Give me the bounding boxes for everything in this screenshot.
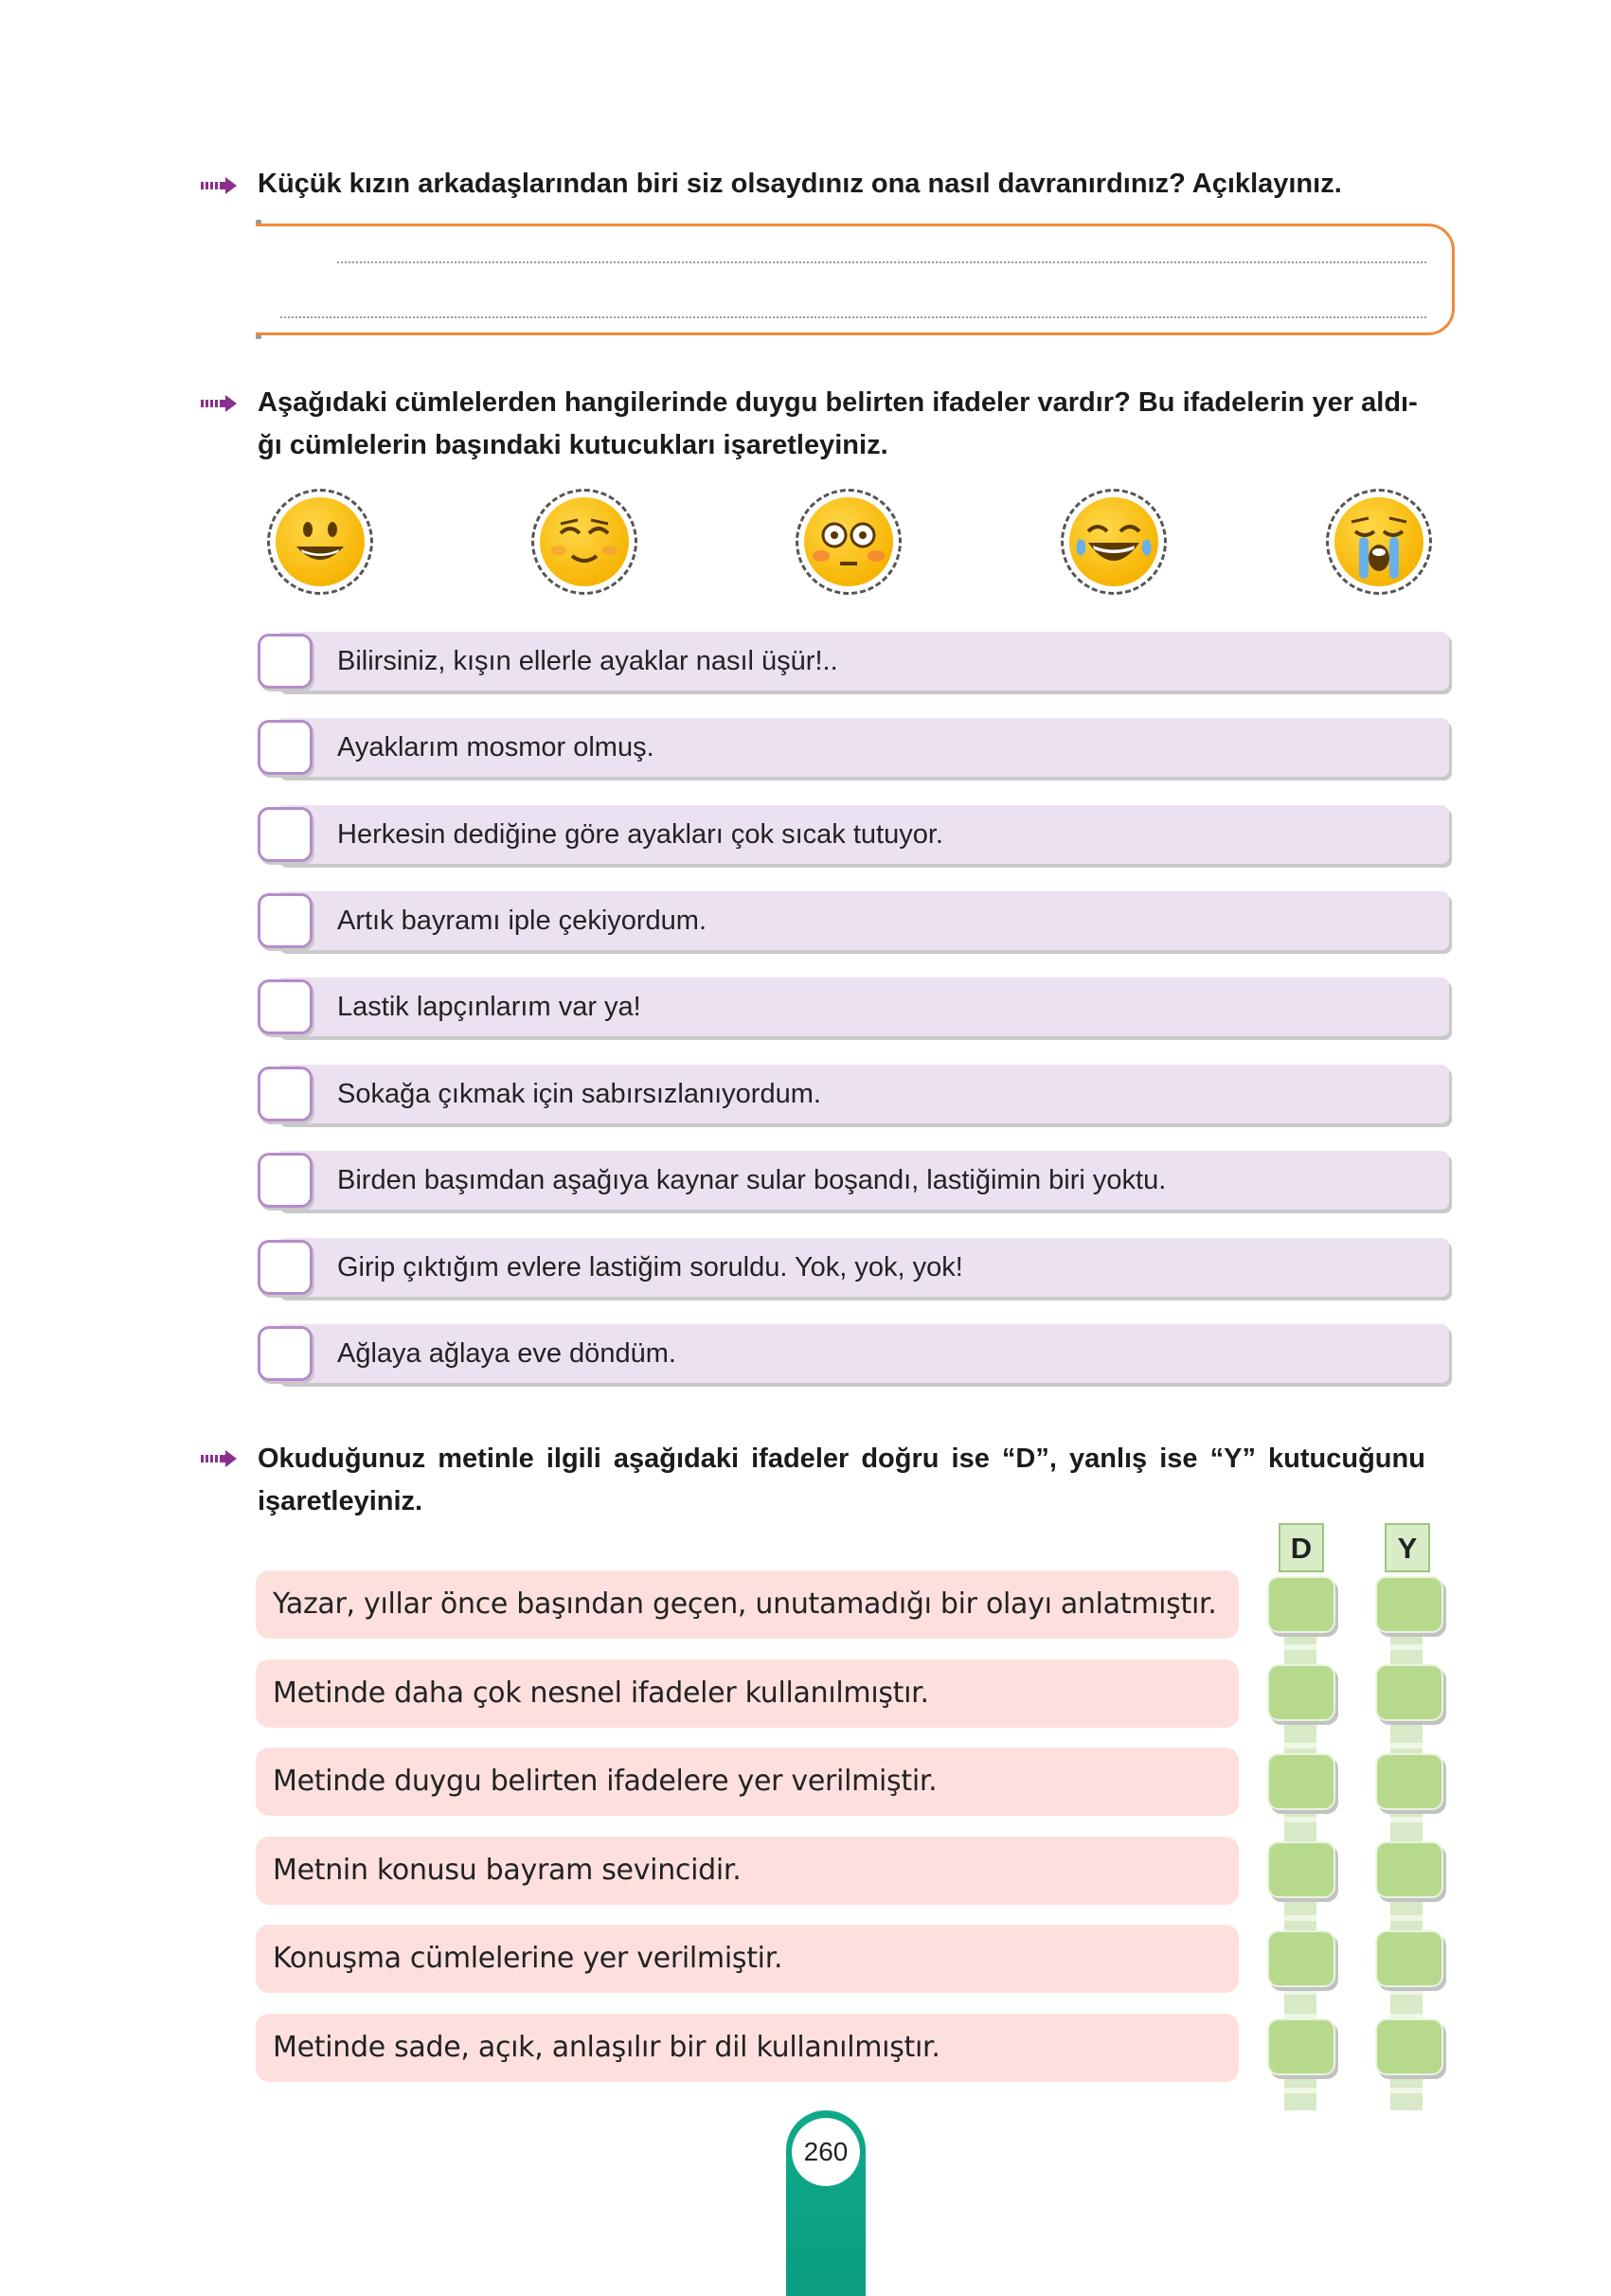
sentence-text: Girip çıktığım evlere lastiğim soruldu. … [337,1252,963,1283]
sentence-row: Lastik lapçınlarım var ya! [258,978,1449,1036]
statement-text: Metinde sade, açık, anlaşılır bir dil ku… [273,2031,940,2064]
sentence-checkbox[interactable] [258,807,313,862]
statement-text: Metinde duygu belirten ifadelere yer ver… [273,1765,938,1798]
statement-row: Yazar, yıllar önce başından geçen, unuta… [256,1570,1239,1639]
sentence-bar [277,1151,1449,1210]
sentence-text: Bilirsiniz, kışın ellerle ayaklar nasıl … [337,646,838,676]
sentence-text: Herkesin dediğine göre ayakları çok sıca… [337,819,943,850]
page-number: 260 [803,2137,849,2166]
sentence-row: Herkesin dediğine göre ayakları çok sıca… [258,805,1449,864]
statement-row: Metinde daha çok nesnel ifadeler kullanı… [256,1659,1239,1728]
sentence-row: Ağlaya ağlaya eve döndüm. [258,1324,1449,1383]
statement-text: Metinde daha çok nesnel ifadeler kullanı… [273,1677,929,1710]
d-column-header: D [1279,1523,1324,1572]
sentence-checkbox[interactable] [258,634,313,689]
question-3-line-2: işaretleyiniz. [258,1486,423,1516]
y-checkbox[interactable] [1375,1576,1443,1633]
statement-row: Metnin konusu bayram sevincidir. [256,1837,1239,1905]
question-2-line-2: ğı cümlelerin başındaki kutucukları işar… [258,430,888,460]
statement-row: Konuşma cümlelerine yer verilmiştir. [256,1925,1239,1993]
statement-row: Metinde duygu belirten ifadelere yer ver… [256,1748,1239,1816]
d-checkbox[interactable] [1267,1576,1335,1633]
statement-text: Metnin konusu bayram sevincidir. [273,1854,742,1887]
question-1-text: Küçük kızın arkadaşlarından biri siz ols… [258,169,1342,199]
sentence-checkbox[interactable] [258,1067,313,1121]
sentence-text: Birden başımdan aşağıya kaynar sular boş… [337,1165,1167,1195]
d-checkbox[interactable] [1267,1753,1335,1810]
sentence-row: Bilirsiniz, kışın ellerle ayaklar nasıl … [258,632,1449,691]
d-checkbox[interactable] [1267,1664,1335,1721]
sentence-text: Lastik lapçınlarım var ya! [337,992,641,1022]
tears-of-joy-face-icon [1061,489,1167,595]
sentence-row: Ayaklarım mosmor olmuş. [258,718,1449,777]
arrow-icon [201,177,237,194]
y-checkbox[interactable] [1375,2018,1443,2075]
y-column-header: Y [1385,1523,1430,1572]
sentence-checkbox[interactable] [258,1153,313,1208]
answer-line-2[interactable] [280,316,1426,318]
y-checkbox[interactable] [1375,1930,1443,1987]
sentence-bar [277,718,1449,777]
sentence-bar [277,978,1449,1036]
sentence-bar [277,1324,1449,1383]
statement-text: Yazar, yıllar önce başından geçen, unuta… [273,1587,1217,1621]
arrow-icon [201,395,237,412]
y-checkbox[interactable] [1375,1841,1443,1898]
sentence-bar [277,1065,1449,1123]
sentence-row: Birden başımdan aşağıya kaynar sular boş… [258,1151,1449,1210]
statement-text: Konuşma cümlelerine yer verilmiştir. [273,1942,783,1975]
sentence-checkbox[interactable] [258,893,313,948]
blushing-smiling-face-icon [531,489,637,595]
y-checkbox[interactable] [1375,1753,1443,1810]
answer-box[interactable] [256,224,1455,335]
sentence-row: Artık bayramı iple çekiyordum. [258,891,1449,950]
y-checkbox[interactable] [1375,1664,1443,1721]
sentence-checkbox[interactable] [258,1240,313,1295]
d-checkbox[interactable] [1267,2018,1335,2075]
sentence-bar [277,891,1449,950]
sentence-row: Girip çıktığım evlere lastiğim soruldu. … [258,1238,1449,1297]
question-3-line-1: Okuduğunuz metinle ilgili aşağıdaki ifad… [258,1444,1425,1474]
statement-row: Metinde sade, açık, anlaşılır bir dil ku… [256,2014,1239,2082]
sentence-bar [277,632,1449,691]
grinning-face-icon [267,489,373,595]
answer-line-1[interactable] [337,261,1426,263]
sentence-bar [277,805,1449,864]
question-2-line-1: Aşağıdaki cümlelerden hangilerinde duygu… [258,387,1418,418]
sentence-text: Sokağa çıkmak için sabırsızlanıyordum. [337,1079,821,1109]
sentence-text: Ayaklarım mosmor olmuş. [337,732,654,762]
sentence-bar [277,1238,1449,1297]
page-number-badge [792,2118,860,2186]
sentence-checkbox[interactable] [258,720,313,775]
sentence-text: Ağlaya ağlaya eve döndüm. [337,1338,676,1369]
sentence-text: Artık bayramı iple çekiyordum. [337,906,707,936]
d-checkbox[interactable] [1267,1930,1335,1987]
sentence-row: Sokağa çıkmak için sabırsızlanıyordum. [258,1065,1449,1123]
crying-face-icon [1326,489,1432,595]
flushed-face-icon [796,489,902,595]
sentence-checkbox[interactable] [258,1326,313,1381]
d-checkbox[interactable] [1267,1841,1335,1898]
sentence-checkbox[interactable] [258,979,313,1034]
arrow-icon [201,1450,237,1467]
